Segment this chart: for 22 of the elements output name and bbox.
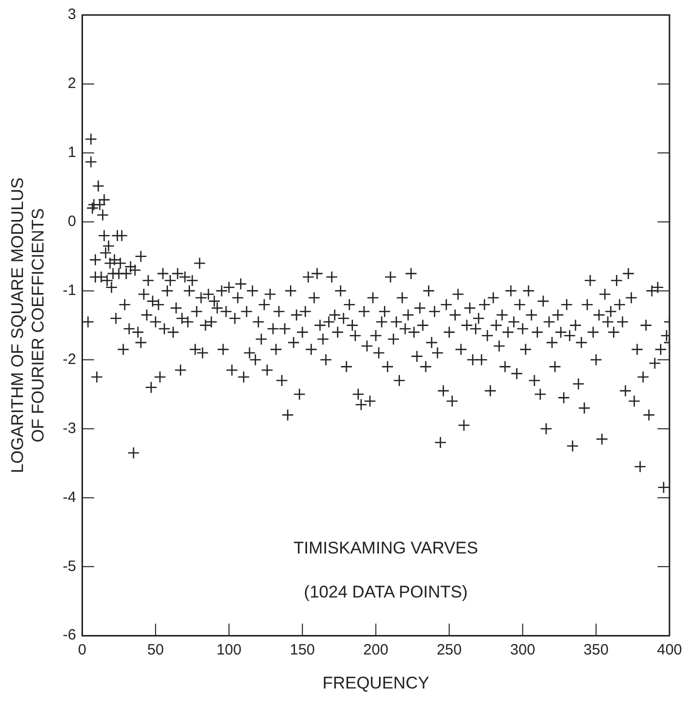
- x-tick-label: 100: [216, 642, 242, 659]
- x-tick-label: 250: [436, 642, 462, 659]
- y-tick-label: -6: [62, 626, 76, 644]
- x-tick-label: 50: [147, 642, 164, 659]
- x-tick-label: 300: [510, 642, 536, 659]
- y-tick-label: 2: [68, 75, 76, 92]
- x-axis-title: FREQUENCY: [322, 673, 430, 692]
- annotation: (1024 DATA POINTS): [304, 582, 468, 602]
- y-tick-label: -3: [62, 420, 76, 437]
- x-tick-label: 150: [290, 642, 315, 659]
- y-tick-label: 0: [68, 213, 76, 230]
- x-tick-label: 350: [584, 642, 609, 659]
- y-tick-label: 1: [68, 144, 76, 162]
- y-tick-label: -2: [62, 350, 76, 368]
- x-tick-label: 400: [656, 642, 682, 659]
- y-tick-label: -1: [62, 282, 76, 299]
- y-tick-label: 3: [68, 6, 76, 24]
- annotation: TIMISKAMING VARVES: [294, 538, 478, 558]
- y-tick-label: -4: [62, 488, 76, 506]
- y-tick-label: -5: [62, 558, 76, 575]
- x-tick-label: 200: [363, 642, 388, 659]
- y-axis-title: LOGARITHM OF SQUARE MODULUS OF FOURIER COEFFICIENTS: [8, 177, 48, 474]
